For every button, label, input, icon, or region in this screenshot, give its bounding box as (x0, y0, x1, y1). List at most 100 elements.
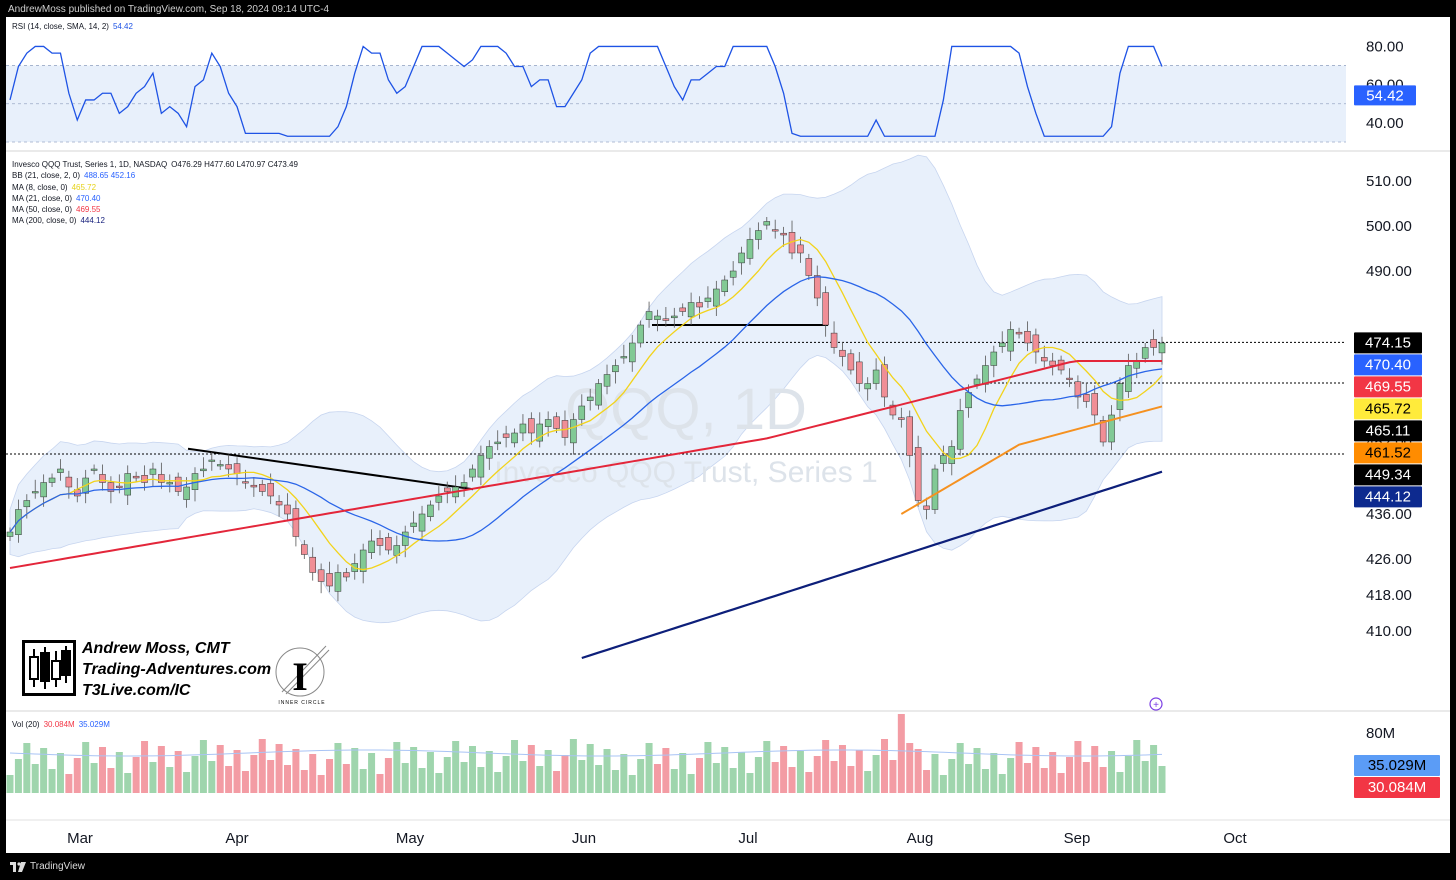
inner-circle-logo-icon: I (274, 640, 330, 704)
candle-body (132, 475, 140, 479)
volume-bar (258, 739, 266, 793)
price-tick-label: 500.00 (1366, 218, 1412, 235)
volume-bar (1082, 762, 1090, 793)
candle-body (696, 302, 703, 308)
candle-body (267, 483, 274, 497)
candle-body (805, 258, 813, 276)
chart-canvas[interactable]: 80.00 60.00 40.00 QQQ, 1D Invesco QQQ Trust,… (6, 17, 1450, 853)
candle-body (502, 433, 510, 438)
volume-bar (225, 766, 233, 793)
indicator-label: MA (21, close, 0) (12, 193, 73, 203)
candle-body (612, 365, 619, 373)
volume-bar (233, 750, 241, 793)
candle-body (99, 474, 106, 483)
candle-body (469, 468, 476, 478)
volume-bar (376, 774, 384, 793)
volume-bar (1040, 768, 1048, 793)
candle-body (654, 315, 661, 320)
author-text: Andrew Moss, CMT Trading-Adventures.com … (82, 638, 271, 701)
rsi-tick-label: 80.00 (1366, 38, 1404, 55)
volume-bar (1074, 741, 1082, 793)
candle-body (208, 459, 216, 462)
volume-bar (914, 749, 922, 793)
price-tick-label: 510.00 (1366, 173, 1412, 190)
candle-body (385, 537, 392, 551)
candle-body (309, 556, 316, 573)
volume-bar (1133, 740, 1141, 793)
symbol-name: Invesco QQQ Trust, Series 1, 1D, NASDAQ (12, 160, 168, 169)
price-tick-label: 436.00 (1366, 506, 1412, 523)
price-tick-label: 410.00 (1366, 623, 1412, 640)
volume-bar (309, 754, 317, 793)
volume-bar (645, 743, 653, 793)
candle-body (1032, 334, 1040, 353)
candle-body (628, 342, 636, 363)
volume-bar (519, 761, 527, 793)
volume-bar (351, 748, 359, 793)
candle-body (275, 501, 283, 506)
volume-bar (494, 772, 502, 793)
indicator-label: MA (200, close, 0) (12, 216, 77, 226)
volume-bar (1141, 761, 1149, 793)
volume-bar (712, 763, 720, 793)
price-legend[interactable]: Invesco QQQ Trust, Series 1, 1D, NASDAQ O… (12, 159, 298, 227)
volume-bar (948, 759, 956, 793)
price-badge (1354, 398, 1422, 420)
indicator-legend-2: MA (21, close, 0) 470.40 (12, 193, 298, 204)
volume-bar (763, 741, 771, 793)
candle-body (1066, 377, 1073, 380)
volume-bar (864, 771, 872, 793)
volume-bar (401, 763, 409, 793)
candle-body (982, 365, 989, 385)
volume-bar (653, 764, 661, 793)
volume-bar (1091, 746, 1099, 793)
price-badge-text: 461.52 (1365, 444, 1411, 461)
price-badge-text: 469.55 (1365, 378, 1411, 395)
volume-bar (586, 744, 594, 793)
volume-bar (342, 764, 350, 793)
volume-bar (670, 769, 678, 793)
candle-body (839, 349, 846, 357)
rsi-legend-label: RSI (14, close, SMA, 14, 2) (12, 22, 109, 31)
indicator-legend-4: MA (200, close, 0) 444.12 (12, 215, 298, 226)
candle-body (6, 531, 14, 537)
volume-bar (283, 765, 291, 793)
price-badge (1354, 442, 1422, 464)
volume-bar (637, 759, 645, 793)
candle-body (200, 468, 207, 472)
rsi-tick-label: 40.00 (1366, 115, 1404, 132)
volume-legend[interactable]: Vol (20) 30.084M 35.029M (12, 719, 110, 730)
candle-body (519, 423, 527, 434)
candle-body (48, 477, 56, 483)
volume-bar (578, 760, 586, 793)
candle-body (511, 432, 518, 444)
price-tick-label: 418.00 (1366, 587, 1412, 604)
candle-body (914, 447, 922, 501)
candle-body (738, 252, 745, 264)
volume-bar (754, 757, 762, 793)
volume-bar (183, 772, 191, 793)
candle-body (898, 417, 905, 420)
rsi-legend[interactable]: RSI (14, close, SMA, 14, 2) 54.42 (12, 21, 133, 32)
price-badge-text: 449.34 (1365, 466, 1411, 483)
candle-body (645, 311, 653, 320)
volume-bar (124, 773, 132, 793)
candle-body (435, 495, 443, 503)
price-badge (1354, 332, 1422, 354)
candle-body (1099, 420, 1107, 443)
candle-body (923, 505, 930, 510)
indicator-value: 444.12 (80, 216, 105, 226)
indicator-value: 469.55 (76, 205, 101, 215)
candle-body (931, 468, 939, 510)
candle-body (494, 441, 501, 445)
candle-body (1158, 342, 1166, 354)
candle-body (460, 482, 468, 488)
volume-bar (426, 752, 434, 793)
candle-body (1049, 360, 1056, 366)
volume-bar (6, 775, 14, 793)
candle-body (586, 396, 594, 401)
candle-body (1083, 394, 1090, 402)
candle-body (746, 239, 754, 259)
volume-bar (191, 756, 199, 793)
